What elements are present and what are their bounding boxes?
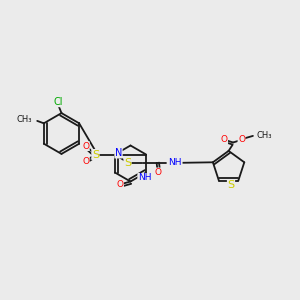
Text: S: S (227, 180, 235, 190)
Text: O: O (220, 135, 228, 144)
Text: O: O (116, 180, 124, 189)
Text: Cl: Cl (53, 97, 63, 107)
Text: O: O (154, 168, 162, 177)
Text: CH₃: CH₃ (256, 130, 272, 140)
Text: NH: NH (169, 158, 182, 167)
Text: NH: NH (138, 173, 151, 182)
Text: S: S (92, 149, 99, 160)
Text: O: O (82, 157, 89, 166)
Text: O: O (238, 135, 245, 144)
Text: N: N (115, 148, 122, 158)
Text: S: S (124, 158, 131, 168)
Text: CH₃: CH₃ (17, 115, 32, 124)
Text: O: O (82, 142, 89, 151)
